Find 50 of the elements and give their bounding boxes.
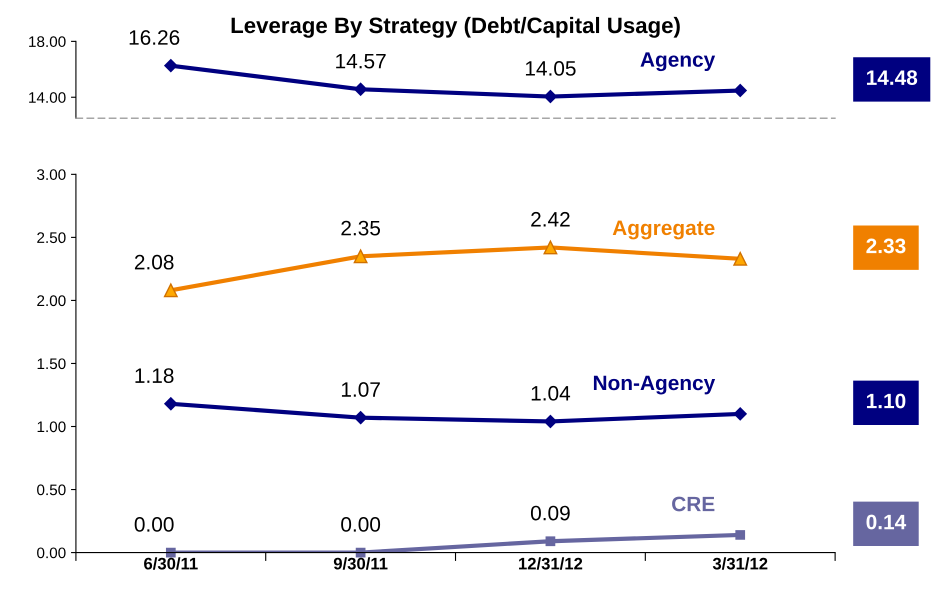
point [733, 252, 748, 266]
point [546, 536, 556, 546]
point [543, 240, 558, 254]
y-tick-label: 1.50 [38, 358, 66, 370]
point [164, 283, 178, 298]
text: 1.10 [866, 394, 906, 408]
text: 2.33 [866, 238, 906, 254]
point [164, 59, 178, 72]
series-label: Aggregate [612, 220, 715, 240]
data-label: 1.18 [135, 368, 174, 384]
point [735, 530, 746, 540]
data-label: 1.07 [342, 382, 380, 397]
y-tick-label: 2.00 [37, 295, 66, 306]
series-label: Non-Agency [594, 376, 716, 394]
x-tick-label: 12/31/12 [519, 557, 582, 570]
y-tick-label: 18.00 [29, 36, 66, 48]
chart-title: Leverage By Strategy (Debt/Capital Usage) [232, 16, 680, 38]
y-tick-label: 0.00 [37, 547, 66, 558]
data-label: 2.35 [341, 220, 380, 236]
data-label: 14.57 [336, 54, 386, 68]
point [734, 407, 747, 420]
x-tick-label: 6/30/11 [144, 557, 198, 570]
y-tick-label: 0.50 [37, 484, 66, 496]
data-label: 0.00 [341, 517, 380, 532]
data-label: 16.26 [130, 30, 180, 45]
text: 0.14 [866, 514, 906, 530]
point [354, 249, 368, 264]
y-tick-label: 3.00 [37, 169, 66, 180]
series-label: Agency [640, 52, 716, 72]
data-label: 2.42 [531, 212, 570, 226]
data-label: 1.04 [532, 386, 570, 401]
y-tick-label: 1.00 [38, 421, 66, 432]
x-tick-label: 3/31/12 [712, 557, 768, 570]
x-tick-label: 9/30/11 [334, 557, 388, 570]
point [544, 90, 558, 104]
data-label: 0.09 [530, 506, 570, 520]
y-tick-label: 14.00 [29, 92, 66, 103]
point [734, 84, 747, 98]
data-label: 0.00 [134, 517, 174, 532]
point [354, 82, 368, 96]
y-tick-label: 2.50 [37, 232, 66, 244]
point [164, 397, 178, 410]
data-label: 2.08 [134, 254, 174, 270]
point [544, 414, 558, 428]
point [354, 411, 368, 424]
text: 14.48 [866, 70, 918, 86]
series-label: CRE [672, 496, 714, 512]
data-label: 14.05 [526, 61, 576, 76]
point [166, 548, 176, 558]
point [356, 548, 366, 558]
